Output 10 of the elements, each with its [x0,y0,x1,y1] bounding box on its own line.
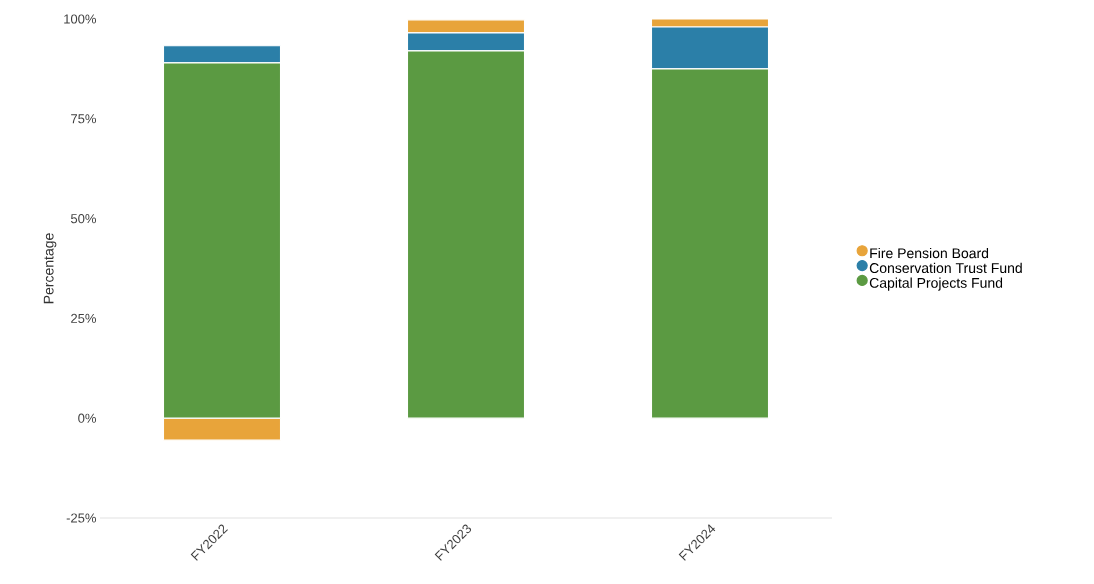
y-tick-label: 75% [71,114,97,124]
y-axis-title: Percentage [43,233,57,304]
legend-label: Conservation Trust Fund [869,262,1022,274]
legend-label: Capital Projects Fund [869,277,1003,291]
y-tick-label: -25% [66,513,97,523]
y-tick-label: 0% [78,413,97,423]
legend-label: Fire Pension Board [870,247,989,259]
y-tick-label: 25% [71,313,97,323]
y-tick-label: 50% [70,213,97,224]
y-tick-label: 100% [64,14,97,24]
